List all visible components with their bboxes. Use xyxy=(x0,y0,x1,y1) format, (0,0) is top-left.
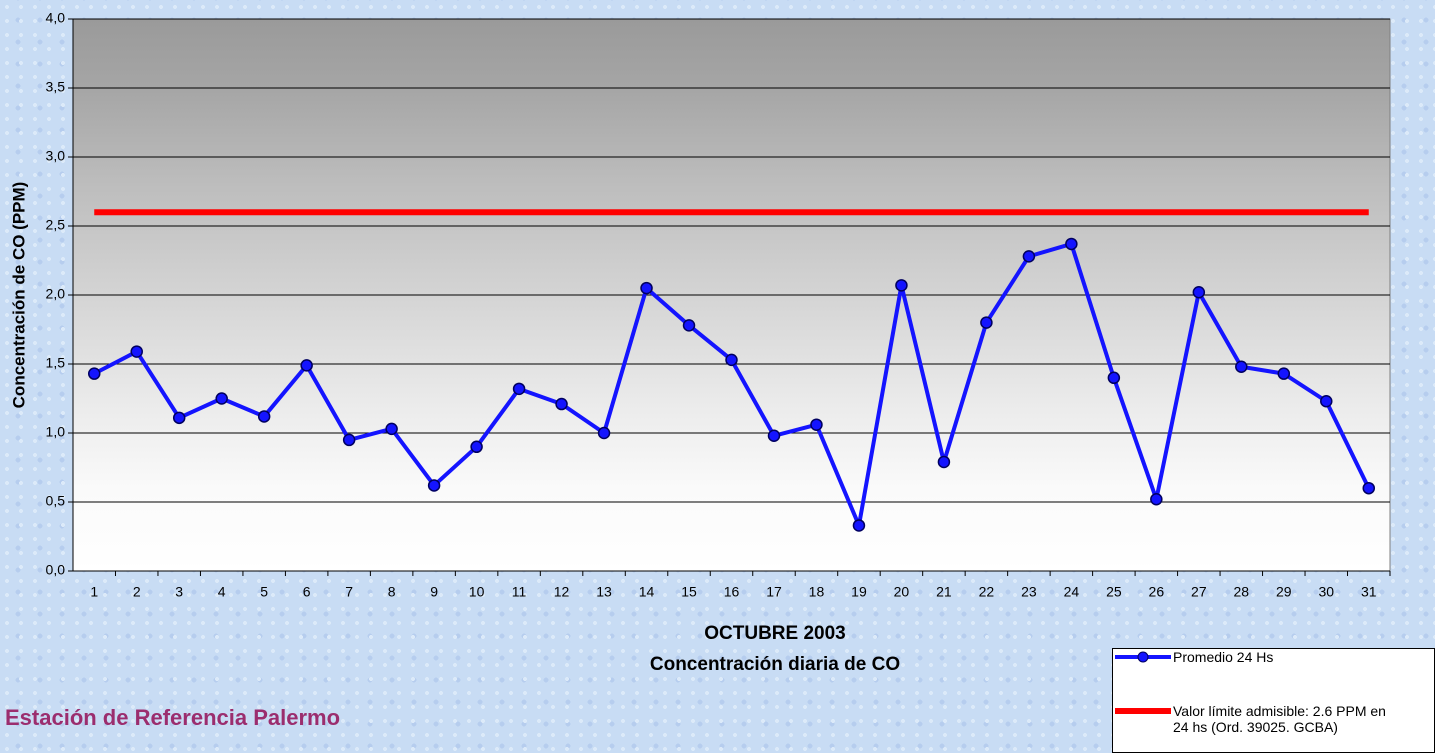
legend-entry: Valor límite admisible: 2.6 PPM en 24 hs… xyxy=(1113,703,1398,735)
x-tick-label: 11 xyxy=(512,584,527,600)
y-tick-label: 4,0 xyxy=(46,10,66,26)
point xyxy=(1108,372,1119,383)
point xyxy=(556,399,567,410)
point xyxy=(768,430,779,441)
x-tick-label: 5 xyxy=(260,584,268,600)
legend-entry: Promedio 24 Hs xyxy=(1113,649,1398,665)
x-tick-label: 27 xyxy=(1191,584,1207,600)
point xyxy=(344,434,355,445)
point xyxy=(301,360,312,371)
y-tick-label: 0,0 xyxy=(46,562,66,578)
point xyxy=(938,456,949,467)
x-tick-label: 29 xyxy=(1276,584,1292,600)
point xyxy=(811,419,822,430)
x-tick-label: 31 xyxy=(1361,584,1377,600)
x-tick-label: 22 xyxy=(979,584,995,600)
x-tick-label: 20 xyxy=(894,584,910,600)
footer: Estación de Referencia Palermo xyxy=(5,705,340,730)
x-tick-label: 26 xyxy=(1149,584,1165,600)
legend-label: Promedio 24 Hs xyxy=(1173,649,1398,665)
x-tick-label: 12 xyxy=(554,584,570,600)
x-tick-label: 19 xyxy=(851,584,867,600)
x-tick-label: 25 xyxy=(1106,584,1122,600)
subtitle: Concentración diaria de CO xyxy=(650,654,900,675)
point xyxy=(684,320,695,331)
y-axis-title: Concentración de CO (PPM) xyxy=(9,182,28,409)
point xyxy=(1066,238,1077,249)
x-tick-label: 4 xyxy=(218,584,226,600)
y-tick-label: 1,0 xyxy=(46,424,66,440)
y-tick-label: 2,0 xyxy=(46,286,66,302)
point xyxy=(471,441,482,452)
x-tick-label: 8 xyxy=(388,584,396,600)
x-tick-label: 15 xyxy=(681,584,697,600)
point xyxy=(1151,494,1162,505)
point xyxy=(89,368,100,379)
x-axis-title: OCTUBRE 2003 xyxy=(704,623,846,644)
point xyxy=(386,423,397,434)
point xyxy=(1363,483,1374,494)
x-tick-label: 16 xyxy=(724,584,740,600)
y-tick-label: 2,5 xyxy=(46,217,66,233)
legend-icon xyxy=(1113,649,1173,665)
point xyxy=(259,411,270,422)
point xyxy=(1193,287,1204,298)
point xyxy=(599,428,610,439)
y-tick-label: 0,5 xyxy=(46,493,66,509)
y-tick-label: 3,5 xyxy=(46,79,66,95)
chart: Concentración de CO (PPM) OCTUBRE 2003 C… xyxy=(0,0,1435,753)
legend-marker xyxy=(1138,652,1148,662)
x-tick-label: 7 xyxy=(345,584,353,600)
legend: Promedio 24 Hs Valor límite admisible: 2.… xyxy=(1112,648,1435,753)
point xyxy=(514,383,525,394)
y-tick-label: 1,5 xyxy=(46,355,66,371)
x-tick-label: 28 xyxy=(1234,584,1250,600)
x-tick-label: 3 xyxy=(175,584,183,600)
x-tick-label: 6 xyxy=(303,584,311,600)
point xyxy=(1321,396,1332,407)
x-tick-label: 13 xyxy=(596,584,612,600)
legend-icon xyxy=(1113,703,1173,719)
legend-label: Valor límite admisible: 2.6 PPM en 24 hs… xyxy=(1173,703,1398,735)
point xyxy=(641,283,652,294)
point xyxy=(981,317,992,328)
point xyxy=(1236,361,1247,372)
point xyxy=(853,520,864,531)
x-tick-label: 21 xyxy=(936,584,952,600)
point xyxy=(216,393,227,404)
point xyxy=(1023,251,1034,262)
point xyxy=(1278,368,1289,379)
point xyxy=(726,354,737,365)
y-tick-label: 3,0 xyxy=(46,148,66,164)
point xyxy=(896,280,907,291)
x-tick-label: 1 xyxy=(90,584,98,600)
x-tick-label: 24 xyxy=(1064,584,1080,600)
x-tick-label: 9 xyxy=(430,584,438,600)
x-tick-label: 23 xyxy=(1021,584,1037,600)
x-tick-label: 17 xyxy=(766,584,782,600)
point xyxy=(429,480,440,491)
page: Concentración de CO (PPM) OCTUBRE 2003 C… xyxy=(0,0,1435,753)
x-tick-label: 18 xyxy=(809,584,825,600)
point xyxy=(131,346,142,357)
x-tick-label: 10 xyxy=(469,584,485,600)
x-tick-label: 2 xyxy=(133,584,141,600)
x-tick-label: 14 xyxy=(639,584,655,600)
point xyxy=(174,412,185,423)
x-tick-label: 30 xyxy=(1318,584,1334,600)
